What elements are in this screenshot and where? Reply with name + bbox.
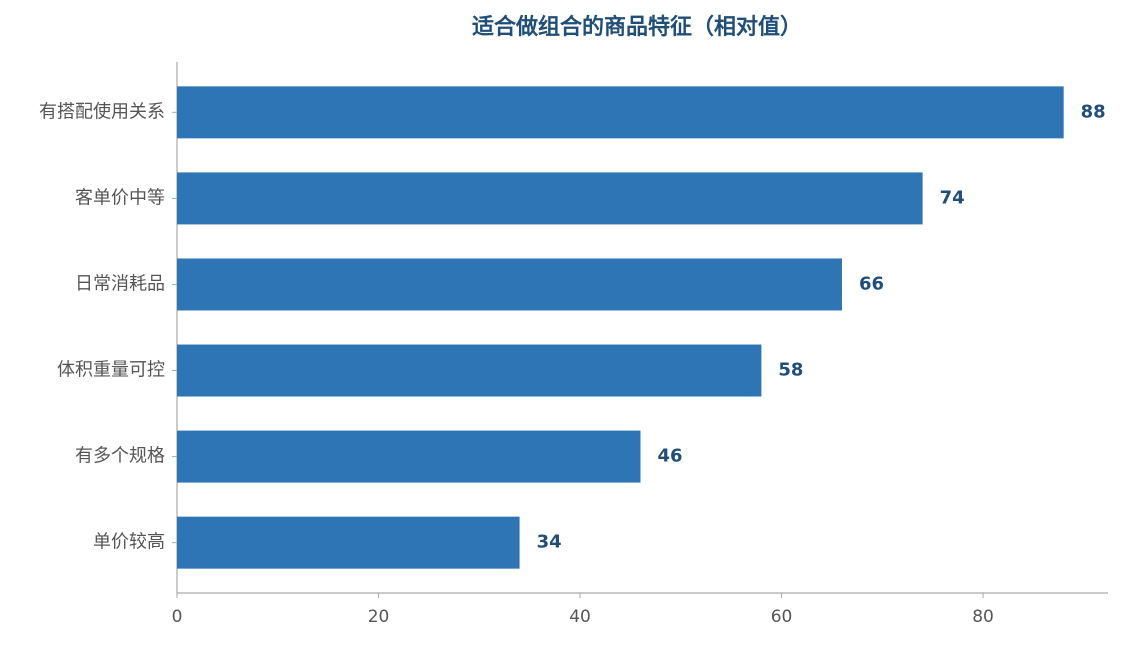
- y-tick-label: 日常消耗品: [75, 273, 165, 294]
- value-label: 88: [1081, 101, 1106, 122]
- y-tick-label: 体积重量可控: [57, 360, 165, 381]
- x-tick-label: 0: [172, 607, 183, 627]
- chart-title: 适合做组合的商品特征（相对值）: [472, 14, 802, 40]
- value-label: 46: [657, 446, 682, 467]
- value-label: 66: [859, 273, 884, 294]
- y-tick-label: 客单价中等: [75, 187, 165, 208]
- bar: [177, 344, 762, 397]
- bar: [177, 258, 842, 311]
- bar: [177, 430, 641, 483]
- x-tick-label: 20: [368, 607, 390, 627]
- value-label: 58: [778, 360, 803, 381]
- y-tick-label: 单价较高: [93, 532, 165, 553]
- value-label: 74: [940, 187, 965, 208]
- y-tick-label: 有多个规格: [75, 446, 165, 467]
- y-tick-label: 有搭配使用关系: [39, 101, 165, 122]
- bar: [177, 172, 923, 225]
- x-tick-label: 80: [972, 607, 994, 627]
- bar: [177, 516, 520, 569]
- bar: [177, 86, 1064, 139]
- value-label: 34: [537, 532, 562, 553]
- x-tick-label: 60: [771, 607, 793, 627]
- x-tick-label: 40: [569, 607, 591, 627]
